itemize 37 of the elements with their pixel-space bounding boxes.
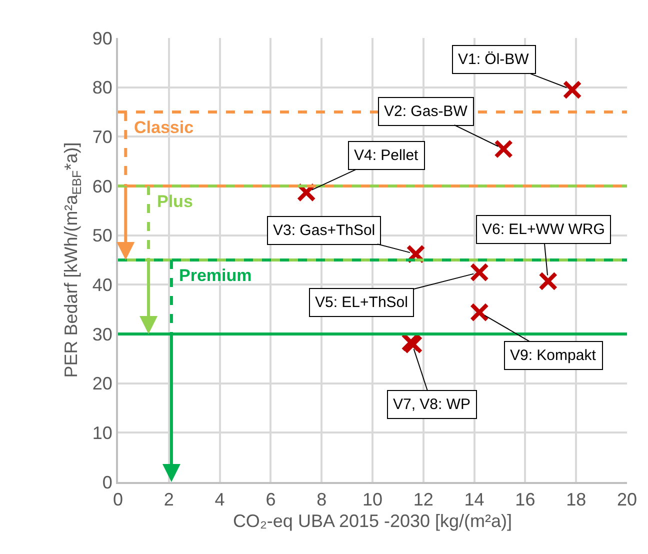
annotation: V2: Gas-BW: [384, 103, 468, 120]
x-tick-label: 18: [566, 490, 586, 510]
annotation: V4: Pellet: [354, 147, 420, 164]
annotation: V5: EL+ThSol: [315, 294, 408, 311]
annotation: V9: Kompakt: [510, 347, 597, 364]
x-tick-label: 6: [266, 490, 276, 510]
annotation: V3: Gas+ThSol: [273, 222, 376, 239]
y-tick-label: 50: [92, 226, 112, 246]
x-tick-label: 8: [316, 490, 327, 510]
annotation: V7, V8: WP: [393, 396, 471, 413]
x-axis-title: CO₂-eq UBA 2015 -2030 [kg/(m²a)]: [232, 511, 512, 532]
ref-line-label: Premium: [179, 266, 252, 285]
y-tick-label: 80: [92, 78, 112, 98]
point: [494, 140, 514, 158]
y-tick-label: 90: [92, 28, 112, 48]
y-tick-label: 70: [92, 126, 112, 147]
x-tick-label: 20: [616, 490, 638, 510]
x-tick-label: 2: [164, 490, 174, 510]
x-tick-label: 14: [464, 490, 484, 510]
y-tick-label: 0: [102, 472, 112, 492]
y-tick-label: 40: [92, 274, 112, 295]
y-tick-label: 30: [92, 324, 112, 344]
point: [538, 272, 558, 291]
ref-line-label: Plus: [157, 192, 193, 211]
y-tick-label: 20: [92, 374, 112, 394]
annotation: V1: Öl-BW: [458, 51, 530, 68]
y-tick-label: 10: [92, 422, 112, 443]
x-tick-label: 16: [515, 490, 536, 510]
y-tick-label: 60: [92, 176, 112, 196]
point: [470, 262, 489, 282]
point: [470, 302, 489, 322]
annotation: V6: EL+WW WRG: [482, 221, 605, 238]
point: [562, 80, 582, 100]
x-tick-label: 4: [214, 490, 225, 510]
x-tick-label: 12: [413, 490, 434, 510]
ref-line-label: Classic: [134, 118, 194, 137]
x-tick-label: 10: [362, 490, 383, 510]
